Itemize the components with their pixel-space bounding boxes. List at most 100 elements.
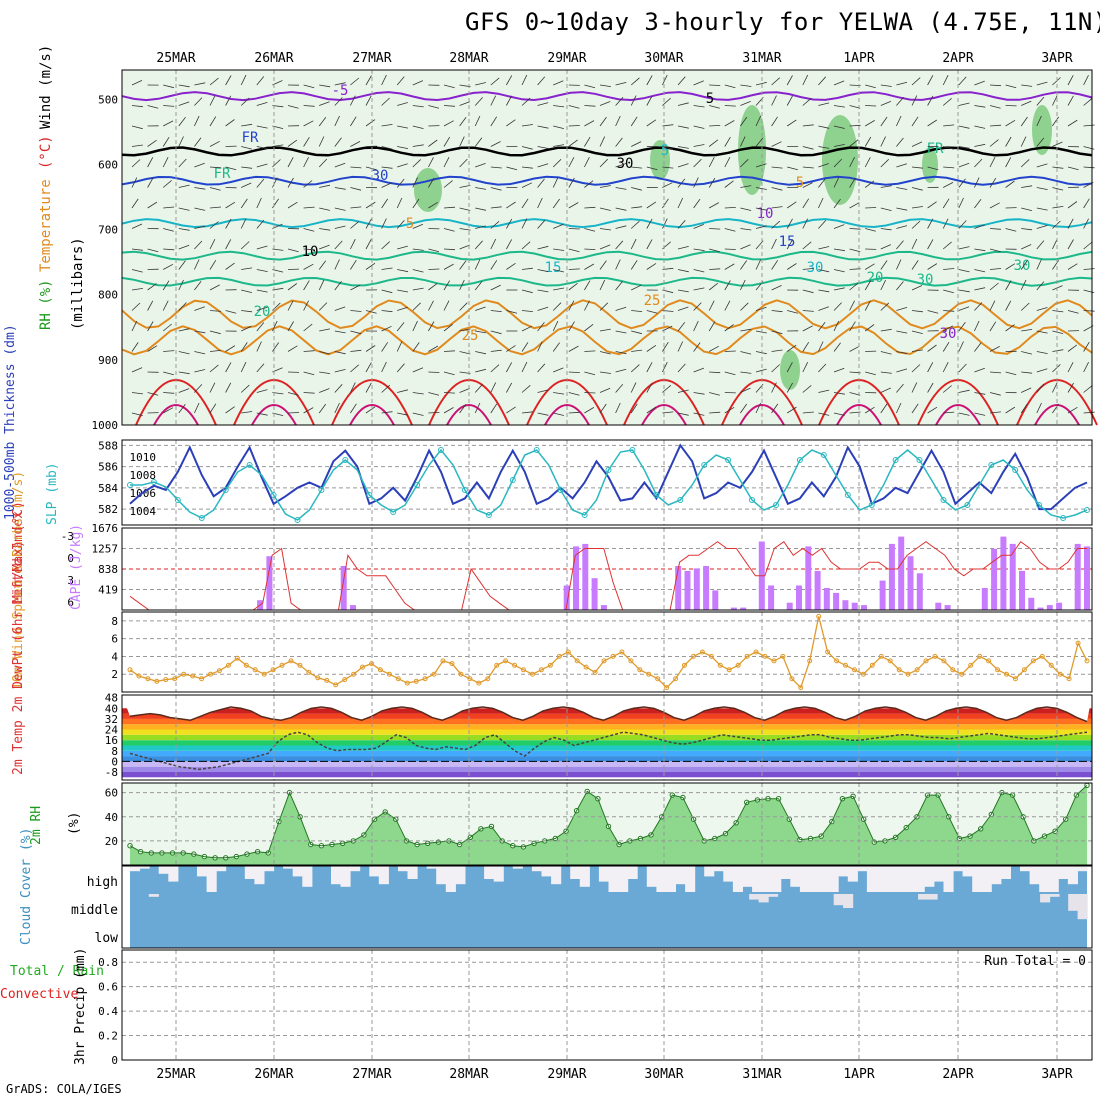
- wind-barb: [194, 402, 200, 414]
- cloud-mid-bar: [749, 894, 760, 900]
- wind-barb: [428, 345, 439, 352]
- wind-barb: [428, 300, 434, 311]
- wind-barb: [163, 105, 175, 107]
- wind-barb: [443, 105, 456, 107]
- wind-barb: [1005, 300, 1012, 311]
- wind-barb: [537, 146, 549, 149]
- wind-barb: [537, 363, 546, 373]
- wind-barb: [131, 248, 143, 251]
- wind-barb: [599, 244, 611, 250]
- wind-barb: [303, 228, 315, 232]
- wind-barb: [693, 287, 705, 291]
- wind-barb: [1036, 351, 1048, 354]
- wind-barb: [880, 100, 892, 106]
- cloud-high-bar: [216, 866, 227, 872]
- wind-barb: [786, 263, 797, 270]
- wind-barb: [209, 330, 221, 335]
- wind-barb: [584, 350, 596, 352]
- wind-barb: [896, 351, 908, 354]
- wind-barb: [178, 244, 190, 250]
- top-date-label: 25MAR: [156, 51, 195, 66]
- wind-barb: [1067, 119, 1078, 127]
- slp-marker: [174, 497, 181, 503]
- wind-barb: [943, 182, 954, 188]
- thickness-ytick: 582: [98, 503, 118, 516]
- wind-barb: [318, 158, 328, 168]
- wind-barb: [911, 141, 923, 147]
- wind-barb: [911, 330, 923, 334]
- wind10-marker: [753, 649, 759, 655]
- credit-text: GrADS: COLA/IGES: [6, 1082, 122, 1096]
- wind10-marker: [306, 669, 312, 675]
- wind10-marker: [538, 667, 544, 673]
- temp-line: [129, 706, 1088, 723]
- wind-barb: [880, 116, 888, 127]
- wind-barb: [864, 157, 871, 168]
- slp-marker: [988, 462, 995, 468]
- wind-barb: [272, 320, 278, 332]
- wind-barb: [1020, 136, 1027, 147]
- cloud-high-bar: [704, 866, 715, 877]
- temp-color-band: [122, 718, 1092, 725]
- wind-barb: [880, 371, 892, 374]
- temp-ytick: 32: [105, 713, 118, 726]
- wind-barb: [693, 367, 705, 373]
- top-date-label: 29MAR: [547, 51, 586, 66]
- wind-barb: [443, 371, 455, 376]
- wind-barb: [334, 402, 340, 414]
- cloud-high-bar: [436, 866, 447, 885]
- wind-barb: [771, 77, 781, 86]
- wind-barb: [412, 248, 424, 251]
- wind-barb: [365, 201, 376, 209]
- wind-barb: [818, 412, 830, 416]
- wind-barb: [475, 330, 487, 334]
- wind-barb: [989, 139, 999, 147]
- cloud-high-bar: [742, 866, 753, 887]
- wind-barb: [1083, 385, 1093, 393]
- wind-barb: [958, 341, 964, 352]
- bottom-date-label: 2APR: [942, 1067, 973, 1082]
- wind-barb: [740, 403, 748, 414]
- wind-barb: [802, 241, 812, 250]
- cape-bar: [1046, 605, 1053, 610]
- wind-barb: [662, 182, 673, 188]
- wind-barb: [740, 302, 749, 311]
- wind-barb: [584, 323, 594, 332]
- wind-barb: [599, 387, 611, 393]
- wind-barb: [319, 207, 330, 211]
- wind10-marker: [1084, 658, 1090, 664]
- slp-marker: [1036, 502, 1043, 508]
- wind-barb: [334, 137, 342, 147]
- wind-barb: [131, 144, 143, 147]
- temp-ytick: 48: [105, 692, 118, 705]
- slp-ytick: 1008: [130, 469, 157, 482]
- wind-barb: [319, 228, 331, 231]
- li-ytick: 6: [67, 596, 74, 609]
- wind-barb: [740, 244, 751, 250]
- wind-barb: [989, 371, 1002, 374]
- wind10-marker: [521, 667, 526, 673]
- slp-marker: [844, 492, 851, 498]
- wind-barb: [1083, 310, 1095, 312]
- wind-barb: [163, 392, 175, 394]
- surface-contour-hot: [641, 404, 687, 426]
- wind-barb: [1052, 330, 1064, 334]
- wind-barb: [490, 95, 497, 106]
- wind-barb: [241, 289, 252, 293]
- wind-barb: [568, 300, 575, 311]
- wind-barb: [568, 125, 580, 127]
- wind-barb: [178, 403, 186, 414]
- cloud-high-bar: [962, 866, 973, 877]
- wind-barb: [630, 260, 638, 270]
- wind-barb: [631, 310, 643, 312]
- wind-barb: [318, 260, 327, 270]
- wind-barb: [428, 248, 440, 253]
- wind-barb: [506, 239, 513, 250]
- wind-barb: [365, 95, 372, 106]
- surface-contour-hot: [153, 404, 199, 426]
- wind-barb: [553, 412, 564, 416]
- wind-barb: [318, 302, 328, 311]
- cloud-high-bar: [876, 866, 887, 892]
- wind-barb: [568, 411, 580, 414]
- wind-barb: [256, 102, 268, 106]
